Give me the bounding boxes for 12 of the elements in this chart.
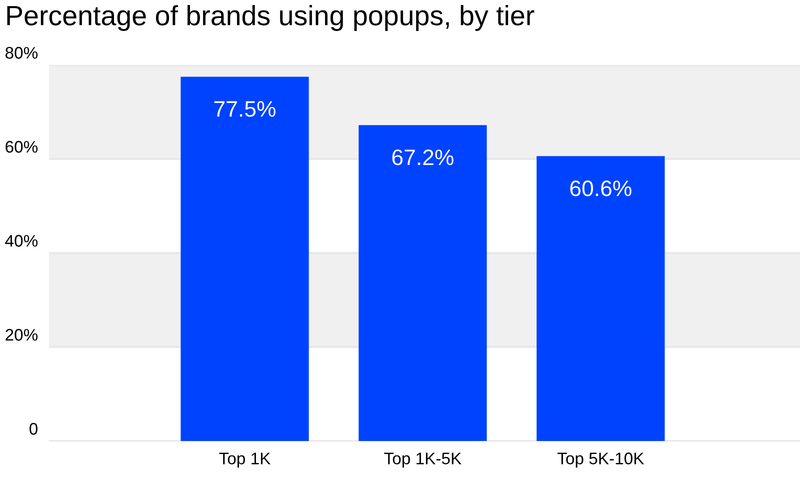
y-tick-label: 20%	[6, 328, 38, 341]
y-tick-label: 60%	[6, 140, 38, 153]
y-tick-label: 40%	[5, 234, 38, 247]
x-tick-label: Top 1K	[219, 452, 271, 468]
data-label: 67.2%	[392, 149, 454, 166]
y-tick-label: 0	[30, 422, 38, 435]
data-label: 77.5%	[214, 101, 276, 117]
y-tick-label: 80%	[6, 46, 38, 59]
data-label: 60.6%	[570, 180, 632, 196]
x-tick-label: Top 1K-5K	[384, 452, 462, 468]
chart-title: Percentage of brands using popups, by tier	[7, 5, 534, 31]
x-tick-label: Top 5K-10K	[558, 452, 644, 468]
